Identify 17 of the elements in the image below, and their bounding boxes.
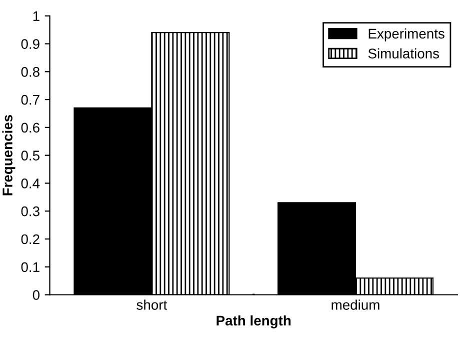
legend-label: Experiments bbox=[368, 28, 444, 42]
y-tick-label: 0.2 bbox=[21, 234, 40, 244]
y-tick-label: 0.3 bbox=[21, 206, 40, 216]
x-tick-label: medium bbox=[332, 300, 380, 310]
y-tick-label: 0.7 bbox=[21, 94, 40, 105]
x-axis-title: Path length bbox=[216, 315, 291, 328]
y-tick-label: 0.4 bbox=[21, 178, 40, 188]
y-tick-label: 0.9 bbox=[21, 39, 40, 49]
y-tick-label: 0.6 bbox=[21, 122, 40, 133]
y-tick-label: 0.8 bbox=[21, 66, 40, 77]
x-tick-label: short bbox=[136, 300, 168, 310]
y-axis-title: Frequencies bbox=[2, 114, 16, 196]
y-tick-label: 1 bbox=[33, 11, 40, 21]
y-tick-label: 0.5 bbox=[21, 150, 40, 160]
legend-label: Simulations bbox=[368, 48, 440, 58]
y-tick-label: 0 bbox=[32, 290, 40, 300]
y-tick-label: 0.1 bbox=[21, 262, 40, 272]
